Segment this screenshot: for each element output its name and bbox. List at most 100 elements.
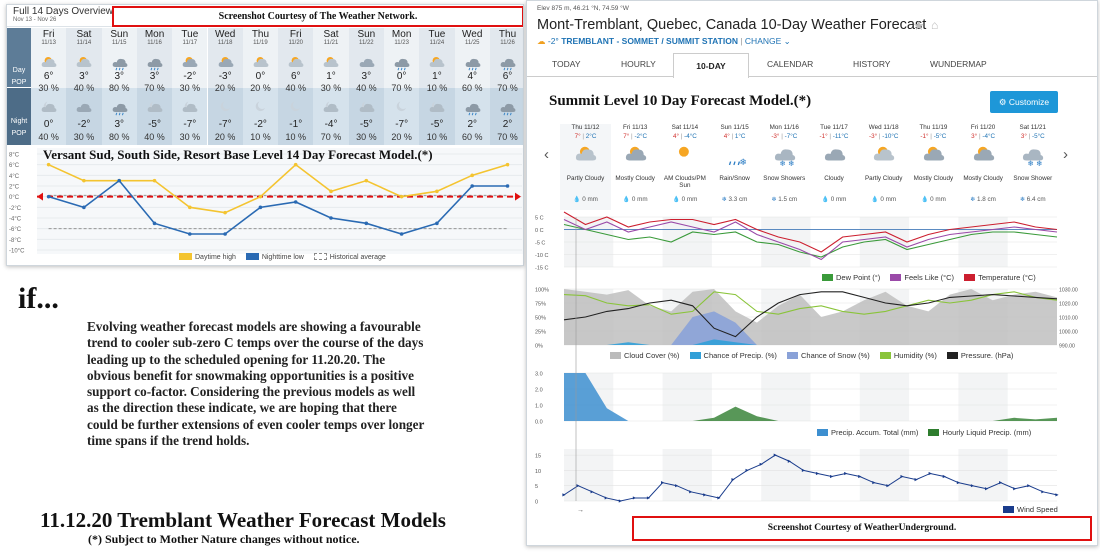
wu-day-hilo: -3° | -10°C (858, 133, 909, 140)
wn-night-pop: 20 % (391, 132, 412, 142)
wu-day-precip: 💧 0 mm (560, 196, 611, 203)
wn-day-name: Sun (357, 29, 376, 40)
wn-day-date: 11/26 (500, 40, 515, 46)
tab-wundermap[interactable]: WUNDERMAP (930, 59, 987, 69)
wn-night-pop: 70 % (320, 132, 342, 142)
wu-hilo-separator: | (928, 133, 934, 140)
wu-series-humidity (563, 291, 1058, 315)
wn-day-column: Mon 11/16 3° 70 % -5° 40 % (136, 28, 173, 145)
legend-feels: Feels Like (°C) (904, 273, 955, 282)
wn-y-tick: 4°C (9, 174, 20, 180)
legend-precip: Chance of Precip. (%) (703, 351, 777, 360)
wu-day-card[interactable]: Mon 11/16 -3° | -7°C ❄ ❄ Snow Showers ❄ 1.5 … (759, 124, 810, 210)
wu-day-card[interactable]: Sat 11/14 4° | -4°C AM Clouds/PM Sun 💧 0 mm (659, 124, 710, 210)
wu-wind-arrow-icon (576, 484, 580, 488)
snowflake-icon: ❄ (970, 197, 977, 203)
wn-day-weather-icon (253, 57, 269, 67)
wu-weather-icon (923, 146, 945, 161)
wu-day-hilo: -1° | -5°C (908, 133, 959, 140)
weather-network-panel: Full 14 Days Overview Nov 13 - Nov 26 Sc… (6, 4, 524, 266)
wu-day-card[interactable]: Sat 11/21 3° | -5°C ❄ ❄ Snow Shower ❄ 6.4 cm (1007, 124, 1058, 210)
wn-night-temp: -5° (359, 119, 373, 130)
wu-day-card[interactable]: Fri 11/13 7° | -2°C Mostly Cloudy 💧 0 mm (610, 124, 661, 210)
wu-day-precip-value: 0 mm (930, 196, 946, 203)
wn-day-pop: 10 % (426, 83, 448, 93)
wn-night-temp: 3° (114, 119, 125, 130)
wn-point-high (82, 178, 86, 183)
favorite-star-icon[interactable]: ★ (913, 18, 925, 33)
wn-night-pop: 30 % (356, 132, 377, 142)
tab-today[interactable]: TODAY (552, 59, 581, 69)
tab-hourly[interactable]: HOURLY (621, 59, 656, 69)
wn-night-pop: 40 % (38, 132, 59, 142)
station-temp: -2° (547, 36, 559, 46)
wu-day-header: Sat 11/14 (671, 124, 699, 131)
wu-wind-arrow-icon (717, 496, 721, 500)
wu-day-low: -4°C (684, 133, 697, 140)
wu-y-tick: 1.0 (535, 404, 543, 410)
wn-day-name: Wed (462, 29, 483, 40)
wu-day-card[interactable]: Sun 11/15 4° | 1°C ❄ Rain/Snow ❄ 3.3 cm (709, 124, 760, 210)
wu-day-high: -1° (819, 133, 828, 140)
wu-title: Mont-Tremblant, Quebec, Canada 10-Day We… (537, 17, 927, 33)
wn-day-weather-icon (182, 57, 198, 67)
wn-day-pop: 60 % (461, 83, 483, 93)
home-icon[interactable]: ⌂ (931, 18, 939, 32)
wn-night-pop: 80 % (108, 132, 130, 142)
page-title: 11.12.20 Tremblant Weather Forecast Mode… (40, 508, 446, 532)
station-selector[interactable]: ☁ -2° TREMBLANT - SOMMET / SUMMIT STATIO… (537, 36, 791, 46)
wn-y-tick: -10°C (9, 249, 25, 255)
wu-wind-arrow-icon (984, 487, 989, 491)
forecast-paragraph: Evolving weather forecast models are sho… (87, 319, 425, 449)
wn-day-column: Wed 11/18 -3° 20 % -7° 20 % (207, 28, 243, 145)
tab-history[interactable]: HISTORY (853, 59, 891, 69)
wn-night-weather-icon (41, 101, 57, 112)
tab-calendar[interactable]: CALENDAR (767, 59, 814, 69)
wn-day-weather-icon (288, 57, 304, 67)
wu-wind-arrow-icon (999, 481, 1003, 485)
wn-courtesy-banner: Screenshot Courtesy of The Weather Netwo… (112, 6, 523, 27)
legend-swatch-hourly (928, 429, 940, 436)
wu-day-card[interactable]: Thu 11/19 -1° | -5°C Mostly Cloudy 💧 0 mm (908, 124, 959, 210)
wn-point-low (364, 221, 369, 226)
drop-icon: 💧 (672, 197, 682, 203)
wn-day-column: Thu 11/19 0° 20 % -2° 10 % (242, 28, 279, 145)
wn-day-date: 11/17 (182, 40, 198, 46)
disclaimer-note: (*) Subject to Mother Nature changes wit… (88, 532, 360, 546)
prev-days-arrow-icon[interactable]: ‹ (544, 146, 549, 163)
wu-day-card[interactable]: Thu 11/12 7° | 2°C Partly Cloudy 💧 0 mm (560, 124, 611, 210)
wn-night-temp: 2° (467, 119, 478, 130)
wn-night-pop: 30 % (179, 132, 201, 142)
next-days-arrow-icon[interactable]: › (1063, 146, 1068, 163)
wu-weather-icon: ❄ ❄ (1023, 149, 1044, 166)
wu-day-band (761, 373, 811, 421)
wn-night-temp: -2° (77, 119, 91, 130)
wn-day-column: Fri 11/20 6° 40 % -1° 10 % (278, 28, 314, 145)
wu-day-card[interactable]: Fri 11/20 3° | -4°C Mostly Cloudy ❄ 1.8 cm (958, 124, 1009, 210)
change-station-link[interactable]: CHANGE (744, 36, 782, 46)
legend-hourly: Hourly Liquid Precip. (mm) (942, 428, 1032, 437)
wu-day-condition: Mostly Cloudy (963, 175, 1003, 182)
wu-day-low: -11°C (832, 133, 849, 140)
wu-y-tick: 5 C (535, 216, 544, 222)
wu-y2-tick: 1020.00 (1059, 302, 1078, 308)
wn-point-high (399, 194, 404, 199)
wu-day-card[interactable]: Tue 11/17 -1° | -11°C Cloudy 💧 0 mm (809, 124, 860, 210)
tab-10-day[interactable]: 10-DAY (673, 53, 749, 78)
wn-day-pop: 30 % (320, 83, 342, 93)
wn-day-pop: 70 % (391, 83, 412, 93)
customize-button[interactable]: ⚙ Customize (990, 91, 1058, 113)
wu-scroll-arrow-icon[interactable]: → (577, 507, 584, 514)
wu-day-condition: Mostly Cloudy (913, 175, 954, 182)
wu-wind-arrow-icon (604, 496, 608, 500)
wu-wind-arrow-icon (914, 477, 918, 482)
legend-swatch-high (179, 253, 192, 260)
wn-y-tick: -4°C (9, 217, 22, 223)
precip-legend: Precip. Accum. Total (mm) Hourly Liquid … (809, 428, 1031, 437)
legend-cloud: Cloud Cover (%) (624, 351, 680, 360)
wu-day-card[interactable]: Wed 11/18 -3° | -10°C Partly Cloudy 💧 0 mm (858, 124, 909, 210)
station-name: TREMBLANT - SOMMET / SUMMIT STATION (561, 36, 738, 46)
wu-day-hilo: 4° | -4°C (659, 133, 710, 140)
wn-day-temp: -3° (218, 71, 232, 82)
wu-wind-arrow-icon (844, 471, 848, 476)
